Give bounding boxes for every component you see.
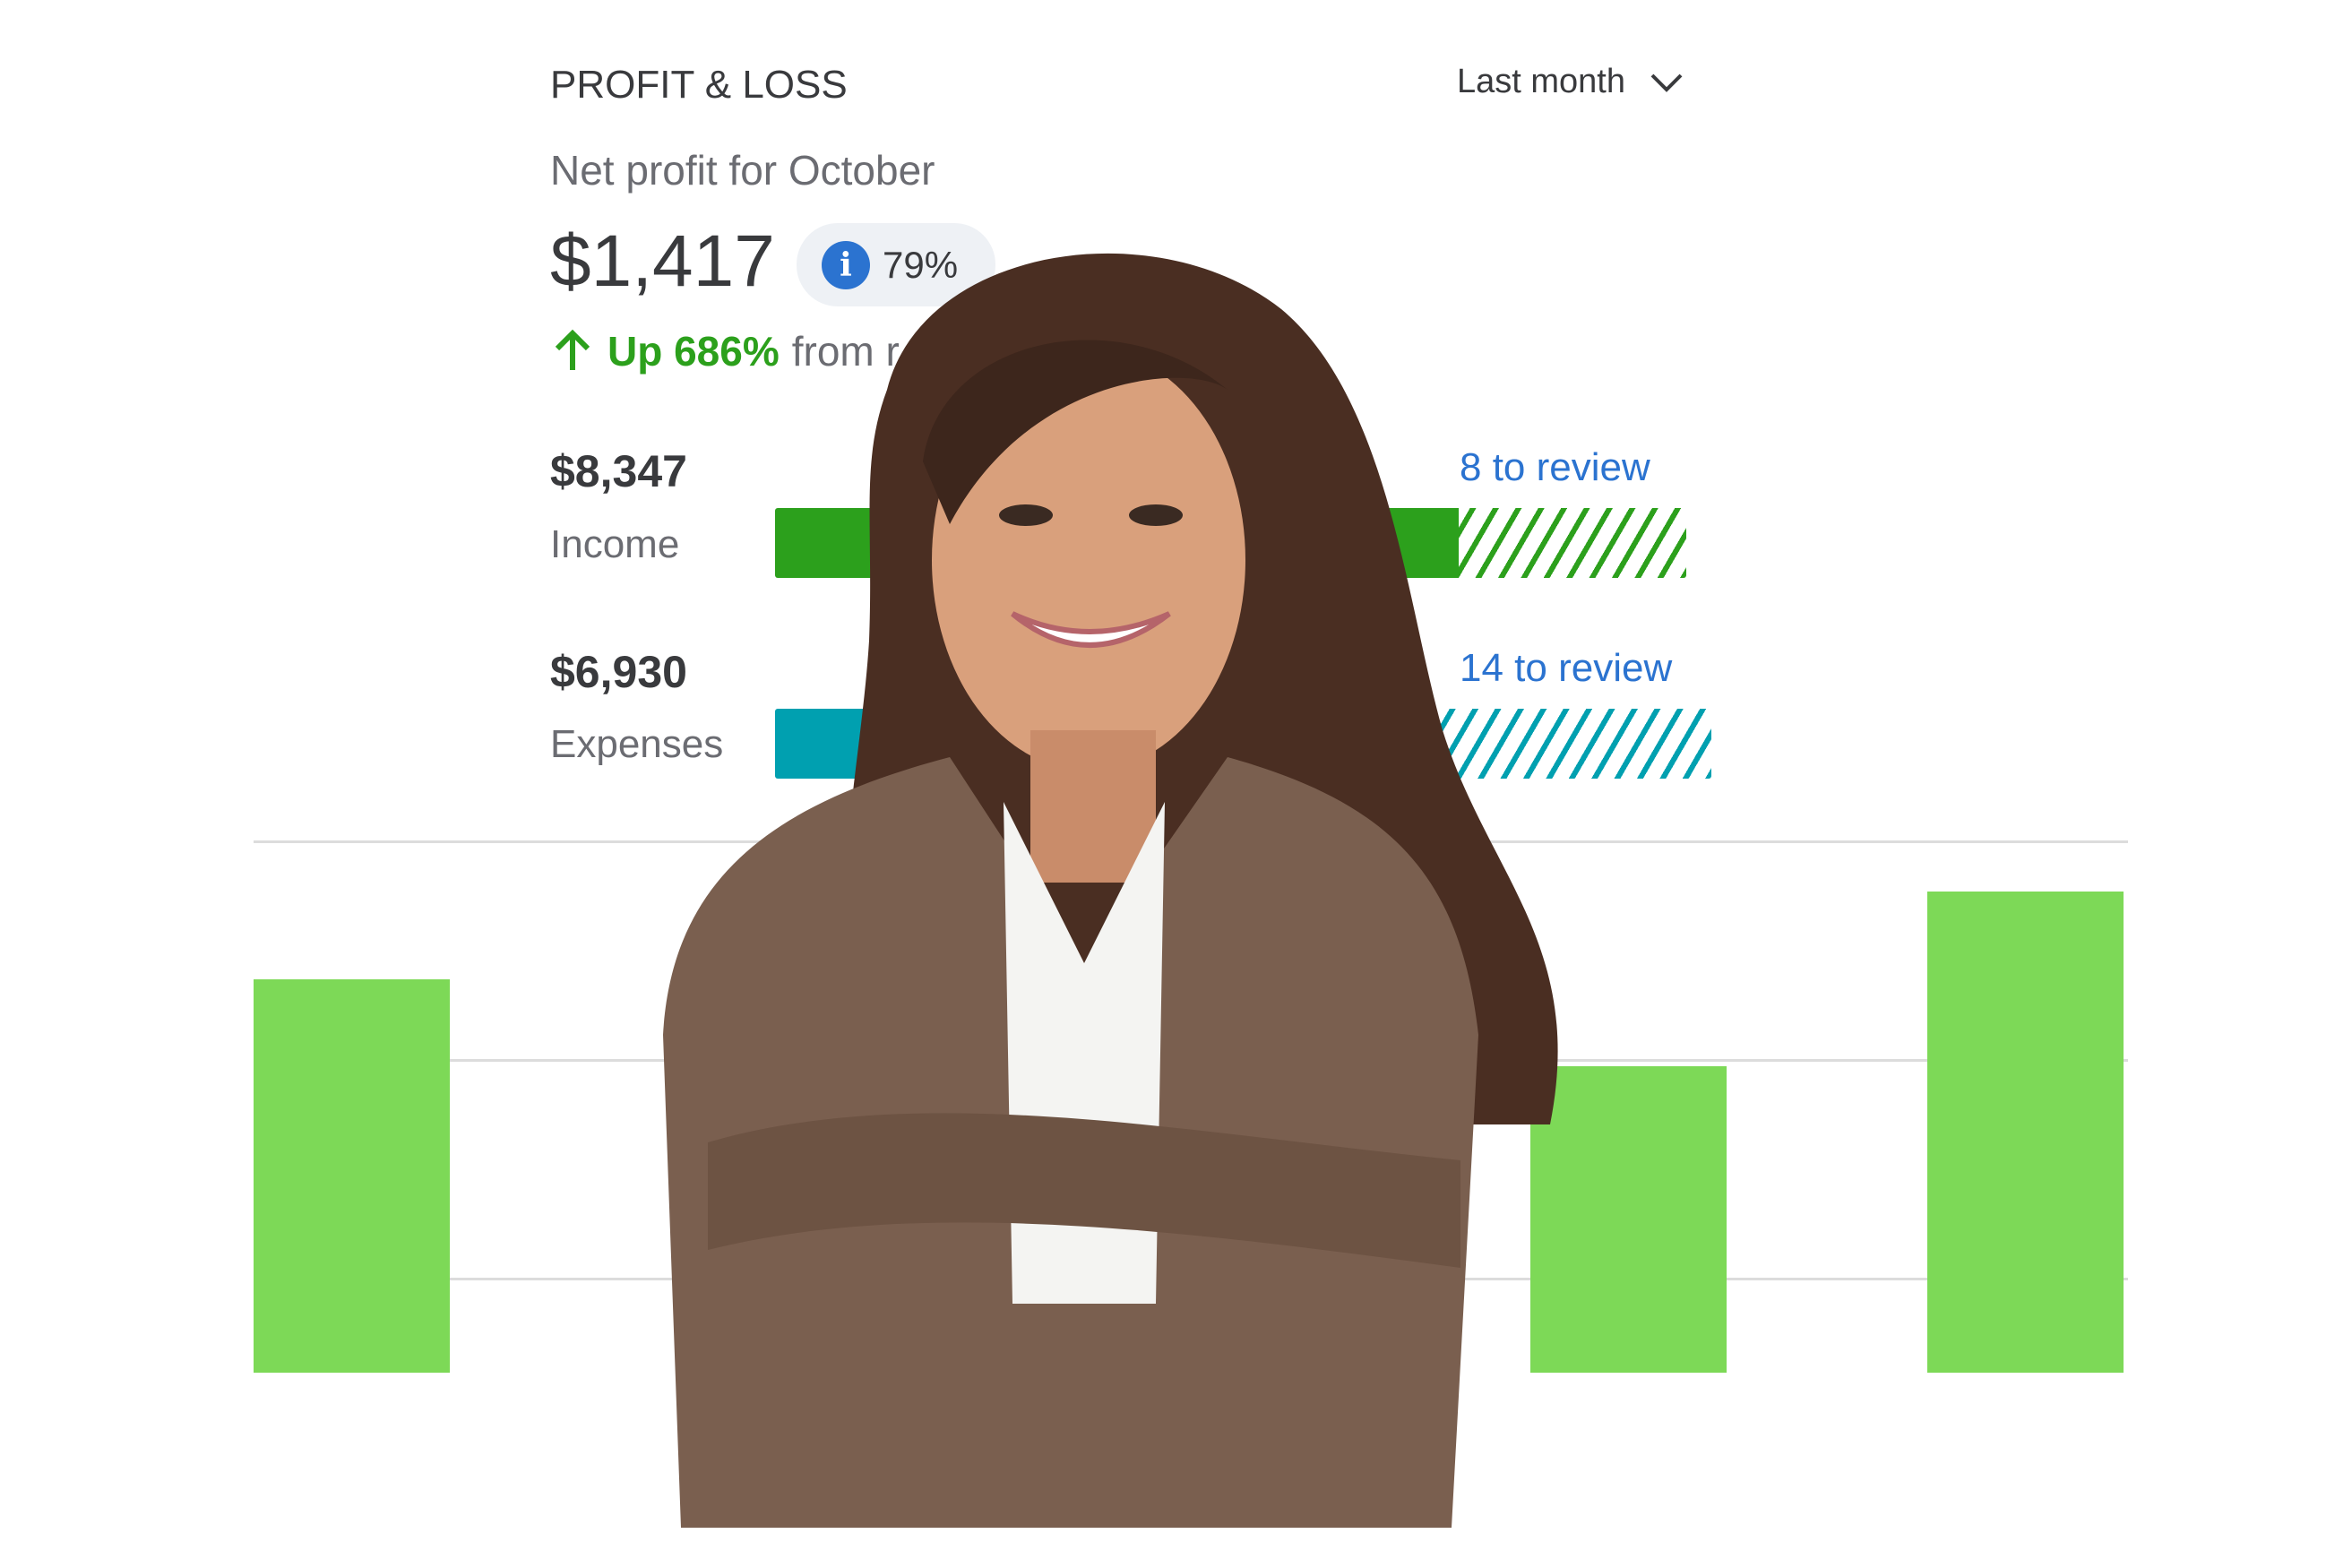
profit-margin-value: 79% [883, 243, 959, 286]
income-amount: $8,347 [550, 446, 687, 496]
income-review-link[interactable]: 8 to review [1460, 445, 1650, 489]
expenses-amount: $6,930 [550, 647, 687, 697]
net-profit-amount: $1,417 [550, 220, 775, 302]
expenses-label: Expenses [550, 722, 724, 766]
income-label: Income [550, 522, 680, 566]
arrow-up-icon [555, 329, 590, 370]
businesswoman-photo [663, 253, 1558, 1528]
chart-bar [1530, 1066, 1727, 1373]
profit-margin-badge[interactable]: i 79% [797, 223, 995, 306]
chart-bar [254, 978, 450, 1373]
widget-title: PROFIT & LOSS [550, 63, 848, 107]
profit-change: Up 686% from r [550, 327, 900, 375]
expenses-review-link[interactable]: 14 to review [1460, 646, 1673, 690]
net-profit-subtitle: Net profit for October [550, 147, 935, 194]
chart-bar [1927, 892, 2124, 1373]
change-percent: Up 686% [607, 328, 780, 375]
income-bar-to-review [1458, 508, 1686, 578]
chevron-down-icon [1650, 73, 1683, 92]
change-comparison: from r [791, 328, 900, 375]
info-icon: i [822, 240, 870, 289]
period-dropdown[interactable]: Last month [1457, 63, 1684, 101]
period-selected: Last month [1457, 63, 1625, 100]
expenses-bar-to-review [1411, 709, 1711, 779]
